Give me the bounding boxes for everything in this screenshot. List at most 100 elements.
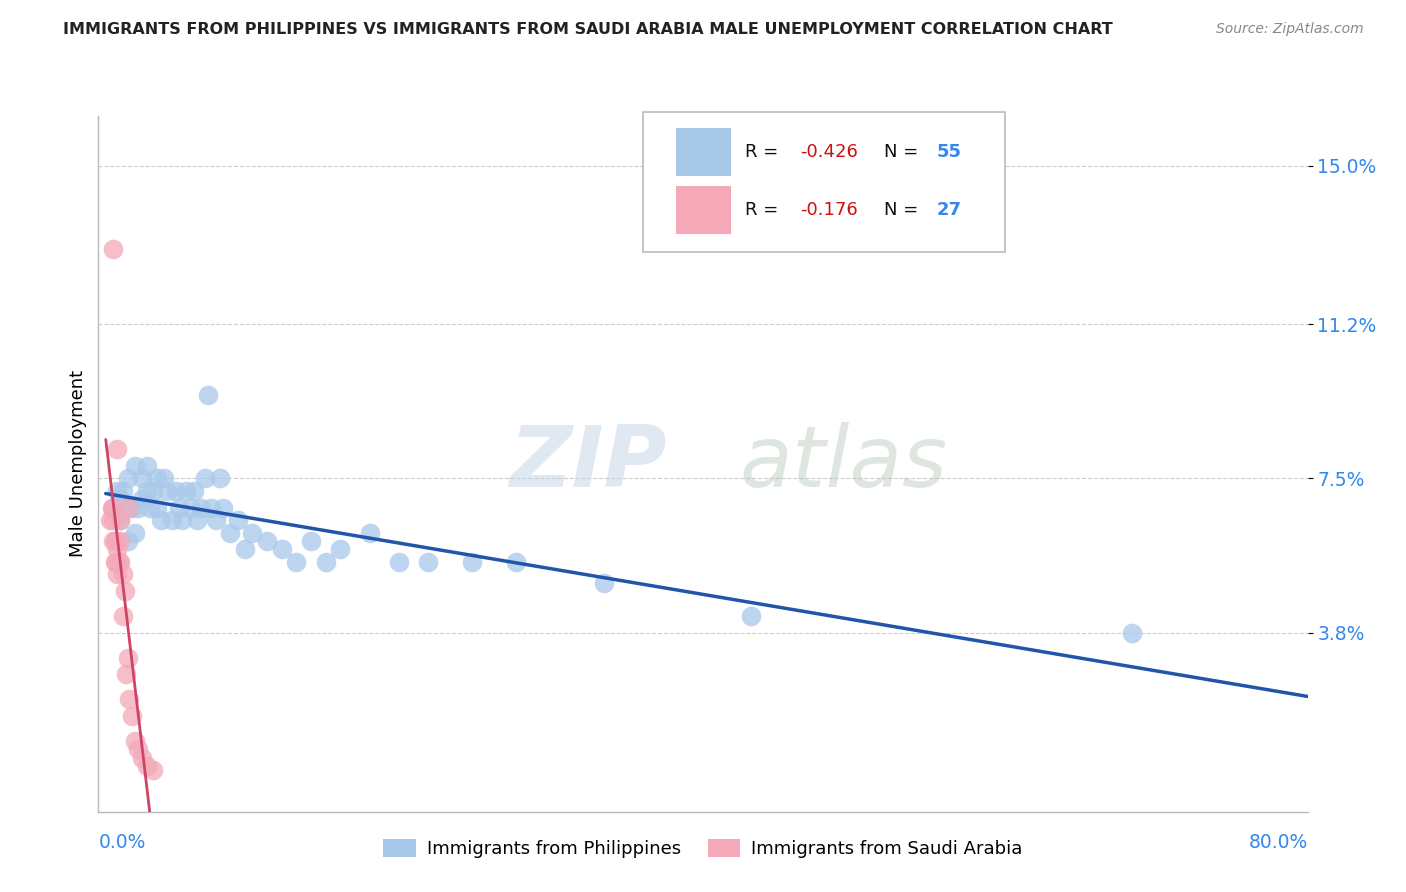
Point xyxy=(329,542,352,557)
Point xyxy=(740,608,762,623)
Point xyxy=(138,500,160,515)
Text: atlas: atlas xyxy=(740,422,948,506)
Point xyxy=(121,709,143,723)
Point xyxy=(197,388,219,402)
Point xyxy=(593,575,616,590)
Text: N =: N = xyxy=(884,143,924,161)
Point xyxy=(388,555,411,569)
Point xyxy=(180,500,202,515)
Point xyxy=(156,483,179,498)
Point xyxy=(150,513,173,527)
Point xyxy=(176,483,198,498)
Point xyxy=(142,483,165,498)
Point xyxy=(117,650,139,665)
Point xyxy=(112,483,135,498)
Point xyxy=(226,513,249,527)
Point xyxy=(105,533,128,548)
Point xyxy=(101,513,124,527)
Point xyxy=(240,525,263,540)
Point xyxy=(110,555,132,569)
Point xyxy=(118,692,141,706)
Point xyxy=(124,734,146,748)
Point xyxy=(135,483,157,498)
Point xyxy=(107,442,129,457)
Point xyxy=(108,555,131,569)
Point xyxy=(135,759,157,773)
FancyBboxPatch shape xyxy=(676,128,731,177)
Text: 80.0%: 80.0% xyxy=(1249,832,1308,852)
Point xyxy=(153,471,176,485)
Point xyxy=(127,742,149,756)
Point xyxy=(204,513,226,527)
Point xyxy=(114,583,136,598)
FancyBboxPatch shape xyxy=(676,186,731,235)
Point xyxy=(101,242,124,256)
Point xyxy=(124,458,146,473)
Point xyxy=(121,500,143,515)
Point xyxy=(107,567,129,582)
Point xyxy=(170,513,193,527)
Point xyxy=(117,471,139,485)
Text: 27: 27 xyxy=(936,201,962,219)
FancyBboxPatch shape xyxy=(643,112,1005,252)
Text: ZIP: ZIP xyxy=(509,422,666,506)
Text: R =: R = xyxy=(745,201,785,219)
Text: 55: 55 xyxy=(936,143,962,161)
Point xyxy=(461,555,484,569)
Point xyxy=(98,513,121,527)
Point xyxy=(212,500,235,515)
Point xyxy=(117,500,139,515)
Text: Source: ZipAtlas.com: Source: ZipAtlas.com xyxy=(1216,22,1364,37)
Point xyxy=(105,555,128,569)
Point xyxy=(107,483,129,498)
Point xyxy=(200,500,222,515)
Point xyxy=(160,513,183,527)
Point xyxy=(299,533,322,548)
Point xyxy=(103,533,125,548)
Point xyxy=(209,471,232,485)
Point xyxy=(131,492,153,507)
Point xyxy=(101,533,124,548)
Legend: Immigrants from Philippines, Immigrants from Saudi Arabia: Immigrants from Philippines, Immigrants … xyxy=(377,832,1029,865)
Point xyxy=(359,525,381,540)
Point xyxy=(183,483,205,498)
Point xyxy=(270,542,292,557)
Point xyxy=(505,555,527,569)
Point xyxy=(131,471,153,485)
Text: N =: N = xyxy=(884,201,924,219)
Point xyxy=(256,533,278,548)
Point xyxy=(135,458,157,473)
Point xyxy=(146,500,169,515)
Text: 0.0%: 0.0% xyxy=(98,832,146,852)
Point xyxy=(112,567,135,582)
Point xyxy=(107,542,129,557)
Point xyxy=(233,542,256,557)
Point xyxy=(418,555,440,569)
Point xyxy=(112,608,135,623)
Point xyxy=(219,525,242,540)
Point xyxy=(100,500,122,515)
Text: IMMIGRANTS FROM PHILIPPINES VS IMMIGRANTS FROM SAUDI ARABIA MALE UNEMPLOYMENT CO: IMMIGRANTS FROM PHILIPPINES VS IMMIGRANT… xyxy=(63,22,1114,37)
Point xyxy=(165,483,187,498)
Point xyxy=(110,533,132,548)
Text: -0.176: -0.176 xyxy=(800,201,858,219)
Y-axis label: Male Unemployment: Male Unemployment xyxy=(69,370,87,558)
Point xyxy=(167,500,190,515)
Point xyxy=(285,555,308,569)
Point xyxy=(190,500,212,515)
Point xyxy=(142,763,165,777)
Point xyxy=(127,500,149,515)
Point xyxy=(186,513,208,527)
Point xyxy=(110,492,132,507)
Point xyxy=(1121,625,1143,640)
Point xyxy=(110,513,132,527)
Point xyxy=(101,500,124,515)
Point xyxy=(131,750,153,764)
Text: R =: R = xyxy=(745,143,785,161)
Point xyxy=(115,667,138,681)
Text: -0.426: -0.426 xyxy=(800,143,858,161)
Point xyxy=(146,471,169,485)
Point xyxy=(110,513,132,527)
Point xyxy=(124,525,146,540)
Point xyxy=(117,533,139,548)
